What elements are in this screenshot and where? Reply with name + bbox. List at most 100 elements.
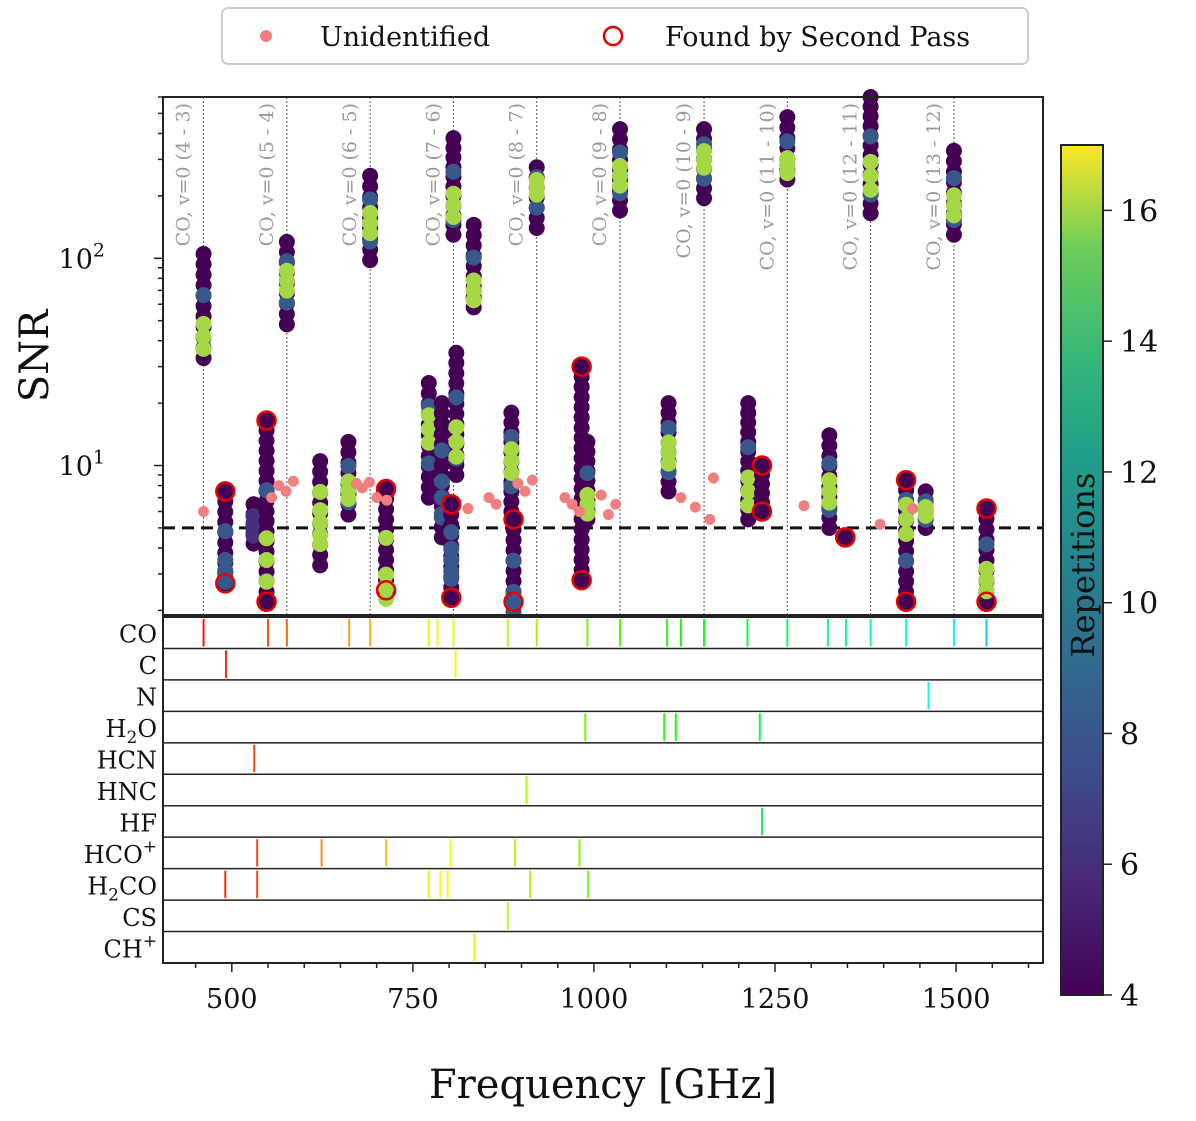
detection-point (696, 170, 713, 187)
detection-point (528, 172, 545, 189)
detection-point (579, 465, 596, 482)
detection-point (217, 483, 234, 500)
second-pass-marker (256, 591, 277, 613)
detection-point (978, 572, 995, 589)
detection-point (420, 375, 437, 392)
detection-point (258, 412, 275, 429)
unidentified-point (559, 492, 571, 504)
legend-second-pass-marker (602, 25, 624, 47)
legend-second-pass-label: Found by Second Pass (665, 22, 970, 53)
second-pass-marker (835, 527, 856, 548)
detection-point (862, 167, 879, 184)
y-axis-title: SNR (12, 308, 58, 402)
co-transition-label: CO, v=0 (12 - 11) (840, 103, 862, 271)
detection-point (978, 583, 995, 600)
species-label: CO (119, 621, 157, 649)
detection-point (448, 419, 465, 436)
detection-point (312, 514, 329, 531)
detection-point (612, 144, 629, 161)
detection-point (837, 529, 854, 546)
detection-point (258, 530, 275, 547)
second-pass-marker (215, 573, 236, 594)
colorbar-gradient (1060, 144, 1104, 996)
unidentified-point (874, 518, 886, 530)
unidentified-point (707, 472, 719, 484)
x-axis-title: Frequency [GHz] (429, 1062, 777, 1108)
x-tick-label: 1000 (560, 984, 629, 1015)
detection-point (448, 433, 465, 450)
co-transition-label: CO, v=0 (10 - 9) (673, 103, 695, 258)
colorbar-title: Repetitions (1064, 473, 1102, 658)
detection-point (753, 457, 770, 474)
unidentified-point (363, 476, 375, 488)
unidentified-point (490, 498, 502, 510)
colorbar-tick-label: 6 (1120, 848, 1139, 883)
species-label: N (136, 684, 157, 712)
second-pass-marker (503, 509, 524, 530)
unidentified-point (610, 498, 622, 510)
detection-point (445, 197, 462, 214)
detection-point (195, 315, 212, 332)
legend: Unidentified Found by Second Pass (221, 7, 1029, 65)
unidentified-point (526, 474, 538, 486)
colorbar-tick-label: 12 (1120, 456, 1158, 491)
detection-point (740, 395, 757, 412)
detection-point (448, 344, 465, 361)
detection-point (898, 511, 915, 528)
x-tick-label: 750 (387, 984, 439, 1015)
unidentified-point (602, 509, 614, 521)
detection-point (278, 233, 295, 250)
detection-point (445, 130, 462, 147)
detection-point (378, 529, 395, 546)
detection-point (978, 536, 995, 553)
species-panel-frame (162, 616, 1044, 964)
legend-frame (221, 7, 1029, 65)
detection-point (362, 167, 379, 184)
species-label: HF (119, 809, 157, 837)
detection-point (420, 434, 437, 451)
unidentified-point (483, 492, 495, 504)
second-pass-marker (976, 591, 997, 613)
colorbar-tick-label: 14 (1120, 325, 1158, 360)
second-pass-marker (503, 591, 524, 613)
detection-point (821, 455, 838, 472)
detection-point (740, 469, 757, 486)
main-plot-area: CO, v=0 (4 - 3) CO, v=0 (5 - 4) CO, v=0 (6… (59, 89, 1044, 620)
x-tick-label: 1250 (741, 984, 810, 1015)
detection-point (779, 109, 796, 126)
co-transition-label: CO, v=0 (5 - 4) (256, 103, 278, 246)
unidentified-point (595, 489, 607, 501)
second-pass-marker (441, 587, 462, 609)
unidentified-point (381, 494, 393, 506)
species-label: HNC (97, 778, 157, 806)
unidentified-point (371, 492, 383, 504)
detection-point (740, 483, 757, 500)
detection-point (312, 483, 329, 500)
detection-point (465, 249, 482, 266)
species-label: C (139, 652, 157, 680)
detection-point (945, 170, 962, 187)
detection-point (448, 389, 465, 406)
detection-point (420, 455, 437, 472)
detection-point (445, 185, 462, 202)
detection-point (978, 500, 995, 517)
detection-point (278, 294, 295, 311)
detection-point (312, 527, 329, 544)
detection-point (612, 121, 629, 138)
detection-point (217, 523, 234, 540)
second-pass-marker (751, 501, 773, 522)
detection-point (258, 573, 275, 590)
second-pass-marker (976, 498, 997, 519)
colorbar-tick-label: 4 (1120, 979, 1139, 1014)
detection-point (443, 540, 460, 557)
detection-point (579, 487, 596, 504)
species-label: CH+ (103, 931, 157, 963)
detection-point (660, 434, 677, 451)
legend-unidentified-label: Unidentified (320, 22, 490, 53)
detection-point (443, 524, 460, 541)
detection-point (898, 525, 915, 542)
detection-point (740, 439, 757, 456)
main-plot-frame (162, 96, 1044, 616)
unidentified-point (462, 503, 474, 515)
detection-point (445, 208, 462, 225)
